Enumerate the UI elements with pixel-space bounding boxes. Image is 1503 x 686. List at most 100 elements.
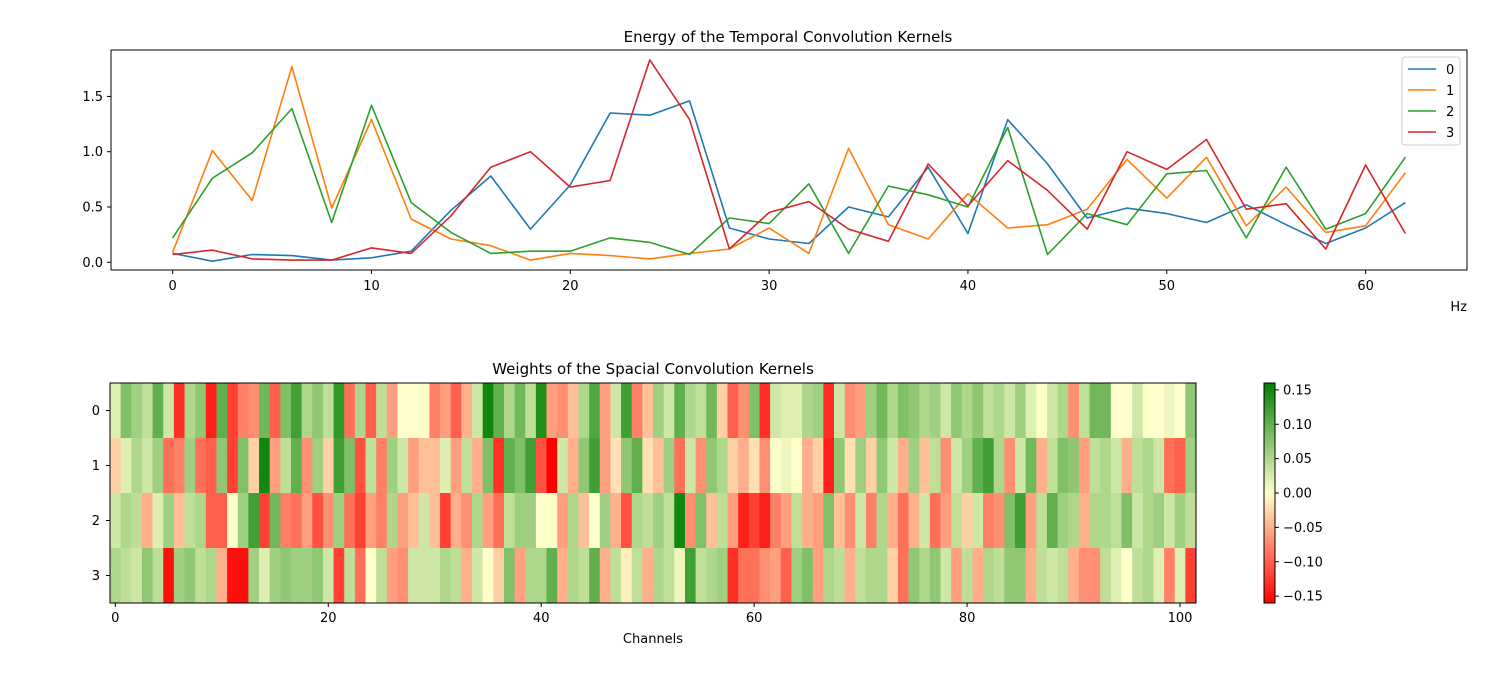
line-ytick-label: 0.5 xyxy=(82,200,103,215)
heatmap-cell xyxy=(706,438,718,494)
heatmap-cell xyxy=(344,493,356,549)
heatmap-cell xyxy=(152,548,164,604)
heatmap-cell xyxy=(929,383,941,439)
heatmap-cell xyxy=(535,383,547,439)
heatmap-cell xyxy=(418,383,430,439)
heatmap-cell xyxy=(589,383,601,439)
heatmap-cell xyxy=(1174,493,1186,549)
heatmap-cell xyxy=(1110,548,1122,604)
heatmap-cell xyxy=(408,438,420,494)
line-ytick-label: 0.0 xyxy=(82,256,103,271)
heatmap-cell xyxy=(1089,548,1101,604)
heatmap-cell xyxy=(429,383,441,439)
heatmap-cell xyxy=(972,548,984,604)
heatmap-cell xyxy=(152,438,164,494)
heatmap-cell xyxy=(621,493,633,549)
heatmap-cell xyxy=(1078,438,1090,494)
heatmap-cell xyxy=(631,383,643,439)
heatmap-cell xyxy=(269,383,281,439)
heatmap-cell xyxy=(280,438,292,494)
heatmap-cell xyxy=(227,383,239,439)
heatmap-cell xyxy=(780,383,792,439)
heatmap-cell xyxy=(322,383,334,439)
heatmap-cell xyxy=(567,548,579,604)
heatmap-cell xyxy=(450,493,462,549)
heatmap-cell xyxy=(514,383,526,439)
colorbar-tick-label: −0.15 xyxy=(1283,590,1323,605)
heatmap-cell xyxy=(695,383,707,439)
heatmap-cell xyxy=(237,383,249,439)
heatmap-cell xyxy=(897,493,909,549)
heatmap-cell xyxy=(163,548,175,604)
heatmap-cell xyxy=(621,383,633,439)
heatmap-cell xyxy=(376,438,388,494)
heatmap-cell xyxy=(365,493,377,549)
heatmap-cell xyxy=(738,548,750,604)
series-line-3 xyxy=(172,59,1407,261)
heatmap-cell xyxy=(706,493,718,549)
heatmap-cell xyxy=(919,548,931,604)
heatmap-cell xyxy=(1153,383,1165,439)
heatmap-cell xyxy=(642,493,654,549)
heatmap-cell xyxy=(216,493,228,549)
heatmap-cell xyxy=(983,438,995,494)
heatmap-cell xyxy=(418,438,430,494)
heatmap-cell xyxy=(535,493,547,549)
heatmap-cell xyxy=(503,548,515,604)
heatmap-cell xyxy=(365,548,377,604)
heatmap-cell xyxy=(269,438,281,494)
heatmap-cell xyxy=(844,548,856,604)
heatmap-cell xyxy=(567,493,579,549)
line-chart-title: Energy of the Temporal Convolution Kerne… xyxy=(624,28,953,46)
heatmap-cell xyxy=(525,548,537,604)
heatmap-cell xyxy=(706,383,718,439)
heatmap-cell xyxy=(216,438,228,494)
heatmap-cell xyxy=(983,548,995,604)
heatmap-cell xyxy=(1142,438,1154,494)
heatmap-cell xyxy=(386,493,398,549)
heatmap-cell xyxy=(653,383,665,439)
heatmap-cell xyxy=(802,548,814,604)
heatmap-cell xyxy=(1153,438,1165,494)
heatmap-cell xyxy=(663,493,675,549)
heatmap-ytick-label: 1 xyxy=(92,459,100,474)
heatmap-cell xyxy=(908,383,920,439)
heatmap-cell xyxy=(1185,383,1197,439)
heatmap-cell xyxy=(876,493,888,549)
heatmap-cell xyxy=(599,548,611,604)
heatmap-cell xyxy=(791,548,803,604)
heatmap-cell xyxy=(461,493,473,549)
heatmap-cell xyxy=(1089,493,1101,549)
heatmap-cell xyxy=(1110,383,1122,439)
heatmap-cell xyxy=(834,383,846,439)
heatmap-cell xyxy=(173,383,185,439)
heatmap-cell xyxy=(546,548,558,604)
heatmap-cell xyxy=(589,493,601,549)
heatmap-cell xyxy=(205,548,217,604)
heatmap-cell xyxy=(780,493,792,549)
heatmap-cell xyxy=(227,438,239,494)
heatmap-cell xyxy=(897,548,909,604)
heatmap-cell xyxy=(152,493,164,549)
heatmap-cell xyxy=(1174,383,1186,439)
heatmap-cell xyxy=(823,438,835,494)
heatmap-cell xyxy=(493,438,505,494)
heatmap-cell xyxy=(812,383,824,439)
heatmap-cell xyxy=(482,493,494,549)
heatmap-cell xyxy=(259,548,271,604)
heatmap-cell xyxy=(440,493,452,549)
heatmap-cell xyxy=(844,493,856,549)
heatmap-cell xyxy=(865,548,877,604)
heatmap-cell xyxy=(770,548,782,604)
heatmap-cell xyxy=(983,383,995,439)
heatmap-cell xyxy=(344,438,356,494)
heatmap-cell xyxy=(354,548,366,604)
heatmap-cell xyxy=(802,383,814,439)
heatmap-cell xyxy=(131,548,143,604)
heatmap-cell xyxy=(1153,493,1165,549)
heatmap-cell xyxy=(248,548,260,604)
heatmap-cell xyxy=(642,383,654,439)
heatmap-cell xyxy=(621,438,633,494)
heatmap-cell xyxy=(141,438,153,494)
heatmap-cell xyxy=(141,493,153,549)
